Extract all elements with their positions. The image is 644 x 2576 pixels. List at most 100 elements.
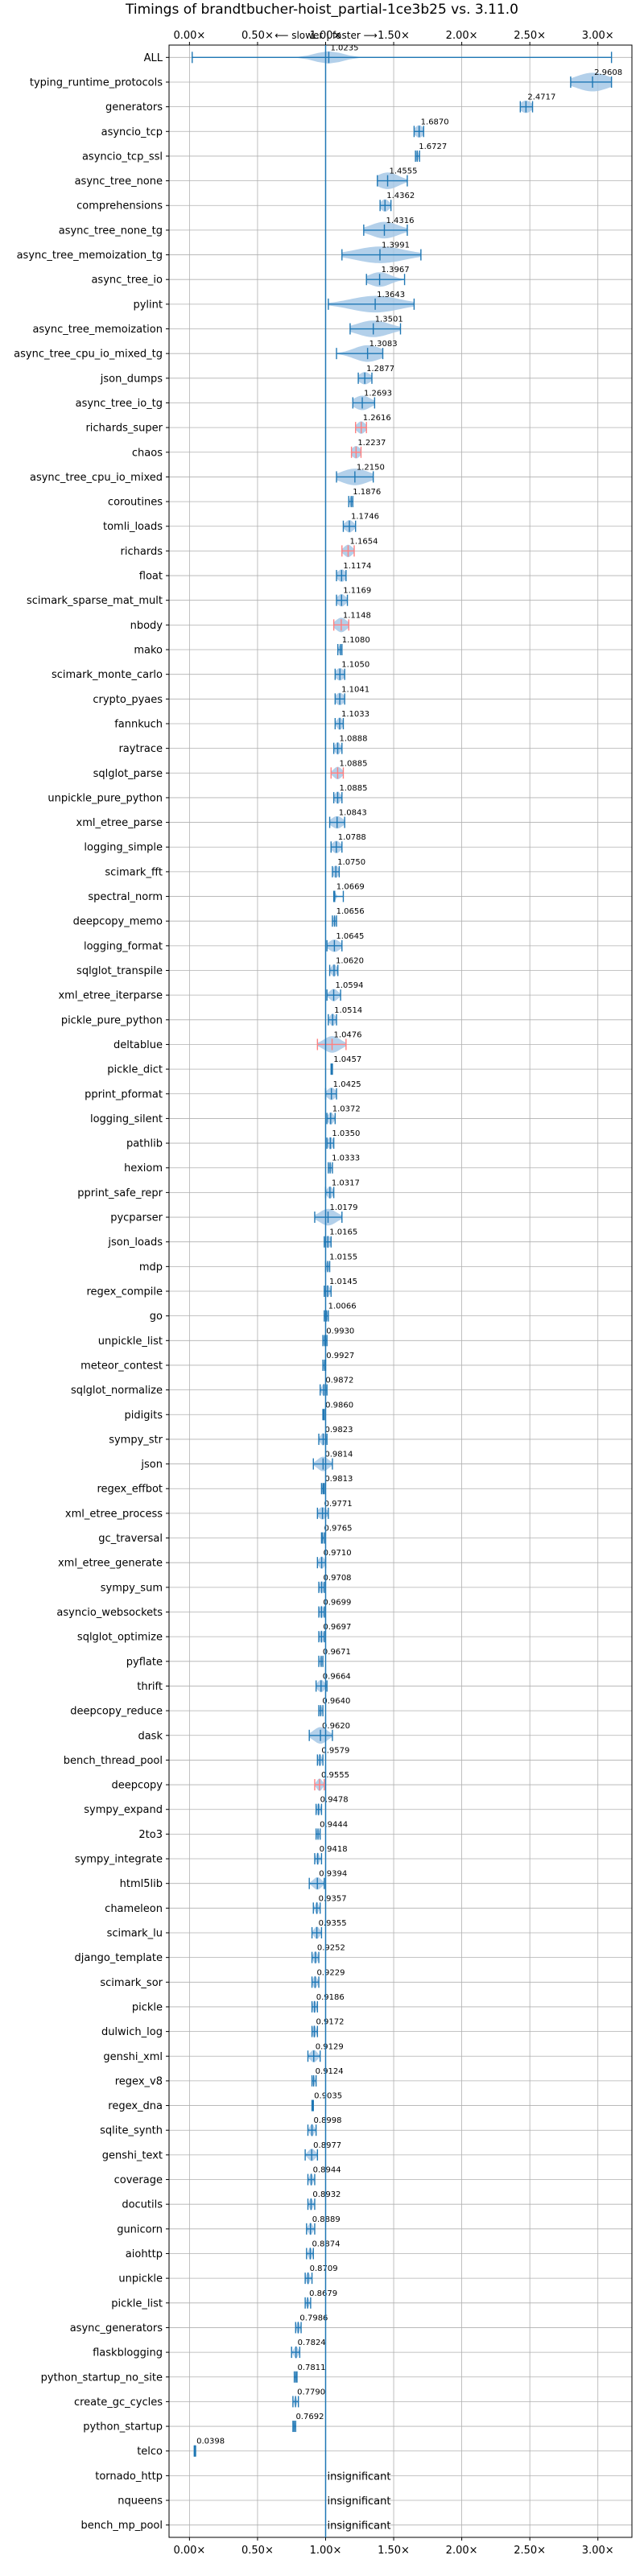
benchmark-name-label: nbody (130, 620, 163, 632)
value-label: 0.9355 (319, 1919, 347, 1928)
value-label: 0.7986 (299, 2314, 328, 2322)
benchmark-name-label: regex_compile (86, 1286, 163, 1298)
insignificant-label: insignificant (327, 2496, 390, 2508)
value-label: 1.1050 (341, 661, 369, 670)
value-label: 1.3991 (382, 242, 410, 250)
value-label: 1.2877 (366, 365, 394, 374)
value-label: 0.9823 (324, 1426, 353, 1435)
benchmark-name-label: sympy_str (109, 1434, 163, 1446)
value-label: 1.1169 (343, 587, 371, 596)
benchmark-name-label: chameleon (105, 1903, 163, 1915)
x-tick-label-top: 3.00× (582, 30, 614, 42)
benchmark-name-label: json (140, 1459, 163, 1471)
value-label: 1.2693 (364, 389, 392, 398)
benchmark-name-label: pathlib (126, 1138, 163, 1150)
value-label: 0.9394 (319, 1870, 347, 1879)
direction-label: ⟵ slower | faster ⟶ (275, 30, 378, 41)
benchmark-name-label: mdp (139, 1261, 163, 1274)
x-tick-label-top: 2.00× (446, 30, 478, 42)
benchmark-name-label: regex_v8 (115, 2075, 163, 2087)
value-label: 1.0165 (329, 1228, 357, 1237)
benchmark-name-label: float (139, 571, 163, 583)
benchmark-name-label: sqlglot_optimize (77, 1632, 163, 1644)
benchmark-name-label: json_dumps (100, 373, 163, 385)
benchmark-name-label: ALL (144, 52, 163, 64)
value-label: 0.9129 (316, 2042, 344, 2051)
benchmark-name-label: xml_etree_iterparse (58, 990, 163, 1002)
benchmark-name-label: sqlglot_parse (93, 768, 163, 780)
value-label: 1.0620 (336, 957, 364, 966)
value-label: 0.9813 (324, 1475, 353, 1484)
benchmark-name-label: unpickle (118, 2273, 163, 2285)
value-label: 0.9671 (323, 1648, 351, 1657)
benchmark-name-label: hexiom (124, 1162, 163, 1174)
benchmark-name-label: mako (134, 645, 163, 657)
value-label: 1.0476 (334, 1030, 362, 1039)
benchmark-name-label: sqlglot_normalize (71, 1385, 163, 1397)
value-label: 1.0788 (338, 833, 366, 842)
benchmark-name-label: tomli_loads (103, 521, 163, 533)
value-label: 0.9708 (324, 1574, 352, 1583)
value-label: 0.9697 (323, 1623, 351, 1632)
benchmark-name-label: crypto_pyaes (93, 694, 163, 706)
benchmark-name-label: scimark_monte_carlo (52, 669, 163, 681)
x-tick-label-bottom: 0.50× (242, 2545, 274, 2557)
benchmark-name-label: pickle (132, 2001, 163, 2013)
benchmark-name-label: flaskblogging (93, 2347, 163, 2359)
benchmark-name-label: python_startup (83, 2421, 163, 2434)
benchmark-name-label: pprint_safe_repr (77, 1187, 163, 1199)
value-label: 0.7824 (298, 2339, 326, 2347)
benchmark-name-label: raytrace (118, 743, 163, 755)
benchmark-name-label: regex_dna (108, 2100, 163, 2112)
value-label: 1.0333 (332, 1154, 360, 1163)
value-label: 1.1033 (341, 710, 369, 719)
value-label: 1.0514 (334, 1006, 362, 1015)
benchmark-name-label: dask (138, 1730, 163, 1742)
value-label: 0.8998 (314, 2116, 342, 2125)
benchmark-name-label: async_tree_none_tg (59, 225, 163, 237)
x-tick-label-top: 1.00× (310, 30, 342, 42)
value-label: 0.9186 (316, 1993, 345, 2002)
grid-layer (169, 45, 632, 2537)
value-label: 0.9555 (321, 1771, 349, 1780)
benchmark-name-label: deepcopy (111, 1780, 163, 1792)
benchmark-name-label: logging_silent (90, 1113, 163, 1125)
benchmark-name-label: pyflate (126, 1656, 163, 1668)
benchmark-name-label: richards_super (85, 423, 163, 435)
benchmark-name-label: pickle_dict (107, 1064, 163, 1076)
benchmark-name-label: async_tree_none (75, 175, 163, 188)
benchmark-name-label: bench_mp_pool (80, 2520, 163, 2532)
x-tick-label-top: 0.50× (242, 30, 274, 42)
axis-layer: 0.00× 0.00× 0.50× 0.50× 1.00× 1.00× 1.50× 1.50×… (166, 30, 633, 2557)
value-label: 1.0235 (330, 43, 358, 52)
value-label: 1.0843 (339, 809, 367, 818)
value-label: 0.9664 (323, 1672, 351, 1681)
x-tick-label-top: 1.50× (378, 30, 410, 42)
benchmark-name-label: async_tree_io_tg (76, 398, 163, 410)
benchmark-name-label: async_tree_memoization (32, 324, 163, 336)
benchmark-name-label: spectral_norm (88, 891, 163, 903)
value-label: 1.0179 (330, 1203, 358, 1212)
benchmark-name-label: scimark_lu (107, 1927, 163, 1939)
value-label: 1.1746 (351, 513, 379, 522)
value-label: 0.7692 (295, 2413, 324, 2421)
value-label: 1.3967 (382, 266, 410, 275)
value-label: 1.2150 (357, 463, 385, 472)
benchmark-name-label: sympy_expand (84, 1804, 163, 1816)
chart-title: Timings of brandtbucher-hoist_partial-1c… (125, 2, 518, 18)
value-label: 0.9710 (324, 1549, 352, 1558)
value-label: 0.9357 (319, 1894, 347, 1903)
value-label: 2.9608 (594, 68, 622, 77)
value-label: 0.8944 (313, 2166, 341, 2175)
value-label: 1.0669 (336, 883, 365, 892)
value-label: 0.8932 (312, 2190, 341, 2199)
benchmark-name-label: pickle_list (111, 2297, 163, 2310)
value-label: 0.9035 (314, 2092, 342, 2101)
benchmark-name-label: fannkuch (114, 718, 163, 730)
value-label: 0.7811 (297, 2363, 325, 2372)
value-label: 0.8709 (310, 2264, 338, 2273)
value-label: 2.4717 (527, 93, 555, 102)
benchmark-name-label: deepcopy_reduce (70, 1706, 163, 1718)
value-label: 1.3501 (375, 316, 403, 324)
